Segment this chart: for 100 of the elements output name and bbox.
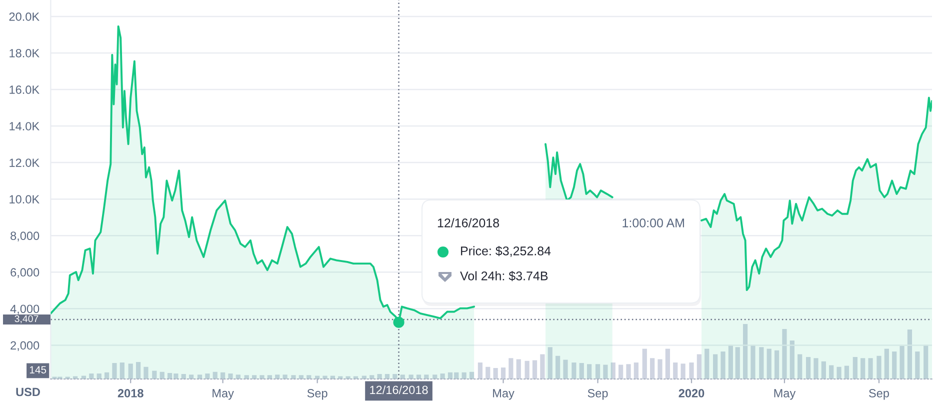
bar xyxy=(548,347,552,379)
bar xyxy=(572,362,576,379)
bar xyxy=(462,372,466,379)
bar xyxy=(424,374,429,379)
bar xyxy=(540,354,545,379)
bar xyxy=(836,366,842,379)
bar xyxy=(814,358,818,379)
y-tick-label: 8,000 xyxy=(10,232,40,242)
bar xyxy=(844,366,850,379)
x-tick-label: May xyxy=(493,389,514,400)
y-tick-label: 6,000 xyxy=(10,268,40,278)
bar xyxy=(876,356,882,379)
bar xyxy=(112,363,117,379)
bar xyxy=(432,374,438,379)
bar xyxy=(353,376,358,379)
bar xyxy=(665,348,670,379)
bar xyxy=(322,376,328,379)
y-tick-label: 2,000 xyxy=(10,341,40,351)
bar xyxy=(626,364,631,379)
x-tick-label: Sep xyxy=(869,389,889,400)
y-axis-title: USD xyxy=(16,388,40,396)
bar xyxy=(205,374,210,379)
y-tick-label: 12.0K xyxy=(10,158,40,167)
bar xyxy=(610,362,616,379)
bar xyxy=(346,376,350,379)
bar xyxy=(408,374,414,379)
bar xyxy=(696,354,702,379)
bar xyxy=(392,374,398,379)
bar xyxy=(478,362,483,379)
bar xyxy=(267,375,272,379)
bar xyxy=(96,374,102,379)
bar xyxy=(384,374,390,379)
bar xyxy=(400,374,405,379)
text: 145 xyxy=(30,366,46,374)
bar xyxy=(579,363,584,379)
x-tick-label: May xyxy=(212,389,234,400)
bar xyxy=(282,374,288,379)
bar xyxy=(486,366,490,379)
bar xyxy=(689,362,694,379)
bar xyxy=(516,359,521,379)
bar xyxy=(291,375,296,379)
bar xyxy=(252,375,257,379)
bar xyxy=(821,361,826,379)
bar xyxy=(160,372,164,379)
bar xyxy=(618,364,624,379)
bar xyxy=(595,364,600,379)
bar xyxy=(759,347,764,379)
bar xyxy=(892,352,897,379)
bar xyxy=(658,359,662,379)
bar xyxy=(197,374,202,379)
ref-line-label: 12/16/2018 xyxy=(370,385,428,394)
bar xyxy=(673,362,678,379)
bar xyxy=(128,364,133,379)
bar xyxy=(72,376,78,379)
bar xyxy=(189,374,194,379)
y-tick-label: 4,000 xyxy=(10,304,40,314)
bar xyxy=(152,370,157,379)
bar xyxy=(852,357,858,379)
y-tick-label: 20.0K xyxy=(9,12,40,21)
bar xyxy=(181,374,186,379)
bar xyxy=(603,364,608,379)
x-tick-label: Sep xyxy=(307,389,328,400)
bar xyxy=(704,348,710,379)
y-tick-label: 16.0K xyxy=(10,86,40,94)
bar xyxy=(315,376,320,379)
bar xyxy=(338,376,343,379)
bar xyxy=(907,330,912,379)
bar xyxy=(362,376,366,379)
x-tick-label: Sep xyxy=(588,389,608,400)
bar xyxy=(524,360,530,379)
bar xyxy=(298,375,304,379)
bar xyxy=(212,372,218,379)
bar xyxy=(642,348,647,379)
bar xyxy=(493,368,498,379)
bar xyxy=(260,375,264,379)
annotation: 1:00:00 AM xyxy=(622,218,684,228)
bar xyxy=(766,348,772,379)
bar xyxy=(440,374,445,379)
bar xyxy=(500,367,506,379)
bar xyxy=(244,375,249,379)
bar xyxy=(81,376,86,379)
bar xyxy=(89,374,94,379)
bar xyxy=(713,354,718,379)
bar xyxy=(868,358,873,379)
bar xyxy=(806,357,811,379)
bar xyxy=(680,364,686,379)
bar xyxy=(798,354,802,379)
y-tick-label: 10.0K xyxy=(10,195,40,204)
bar xyxy=(782,328,787,379)
bar xyxy=(860,358,866,379)
annotation: 12/16/2018 xyxy=(438,218,500,228)
x-tick-label: May xyxy=(774,389,796,400)
ref-line-label: 3,407 xyxy=(14,315,38,324)
bar xyxy=(650,358,655,379)
bar xyxy=(900,346,904,379)
bar xyxy=(416,374,422,379)
bar xyxy=(742,324,748,379)
bar xyxy=(220,372,226,379)
bar xyxy=(915,352,920,379)
bar xyxy=(236,374,240,379)
